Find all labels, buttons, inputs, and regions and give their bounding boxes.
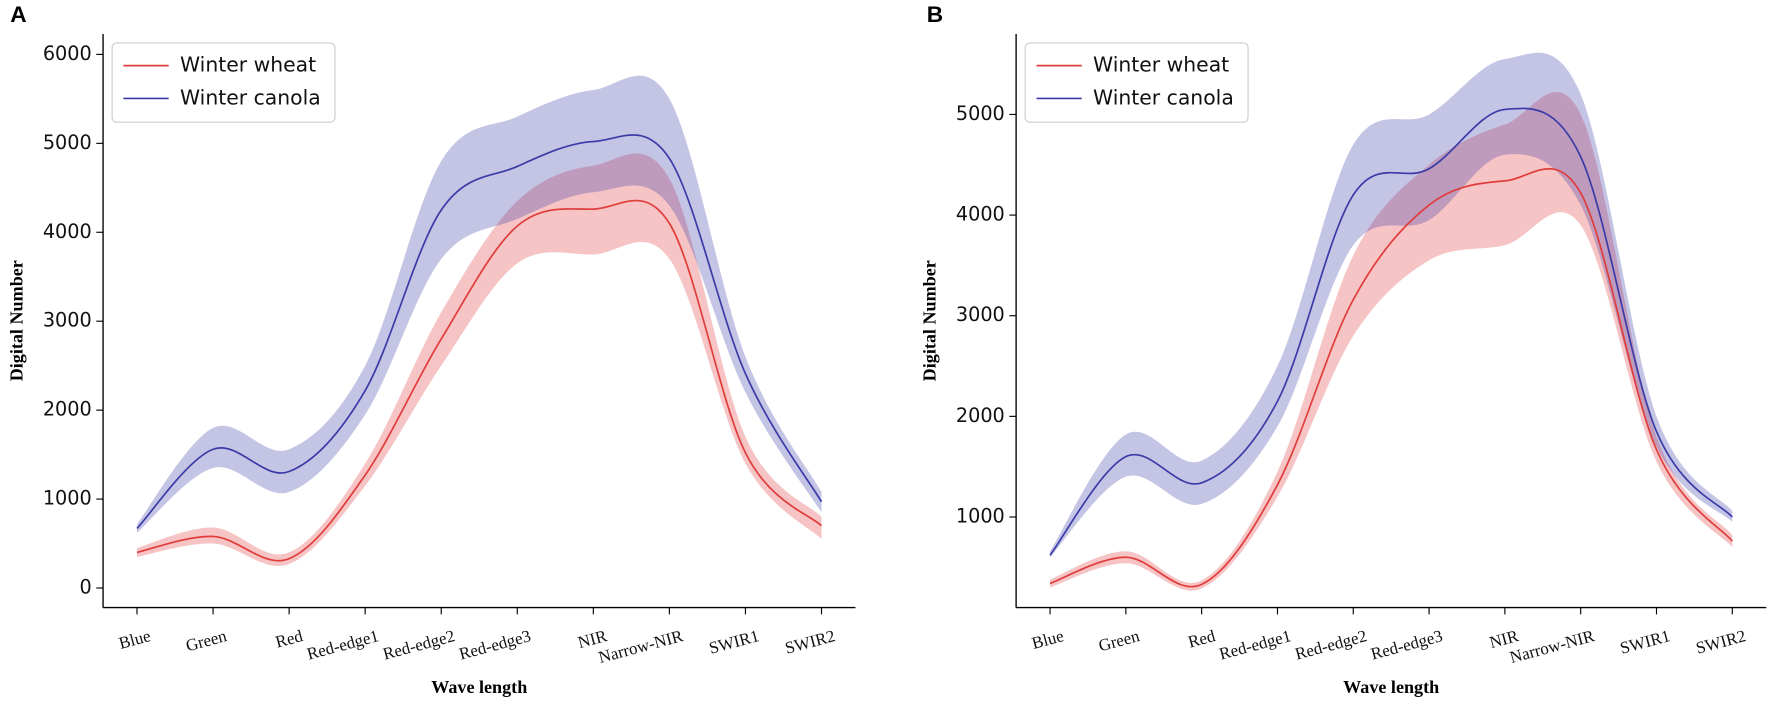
x-tick-label: Narrow-NIR xyxy=(1508,626,1597,667)
y-tick-label: 4000 xyxy=(956,203,1005,226)
x-tick-label: Green xyxy=(184,626,229,655)
y-tick-label: 4000 xyxy=(43,220,92,243)
y-tick-label: 3000 xyxy=(956,303,1005,326)
legend-label: Winter wheat xyxy=(1093,53,1229,77)
x-tick-label: Red-edge2 xyxy=(1293,626,1369,663)
x-tick-label: Red-edge2 xyxy=(381,626,457,663)
y-tick-label: 1000 xyxy=(43,487,92,510)
line xyxy=(1049,168,1733,588)
y-tick-label: 6000 xyxy=(43,42,92,65)
legend-box xyxy=(1024,42,1249,123)
x-tick-label: Blue xyxy=(117,626,153,653)
x-tick-label: SWIR1 xyxy=(707,626,761,658)
x-tick-label: Blue xyxy=(1030,626,1066,653)
x-tick-label: Red xyxy=(1186,626,1218,652)
x-tick-label: Red xyxy=(273,626,305,652)
x-tick-label: Red-edge1 xyxy=(305,626,381,663)
x-tick-label: Red-edge3 xyxy=(1369,626,1445,663)
legend-box xyxy=(111,42,336,123)
x-axis-label: Wave length xyxy=(431,677,527,697)
legend-label: Winter canola xyxy=(180,85,321,109)
y-tick-label: 3000 xyxy=(43,309,92,332)
x-tick-label: Green xyxy=(1097,626,1142,655)
panel-label: A xyxy=(10,2,26,27)
y-axis-label: Digital Number xyxy=(6,260,26,381)
y-tick-label: 5000 xyxy=(956,102,1005,125)
y-tick-label: 5000 xyxy=(43,131,92,154)
band xyxy=(1050,52,1733,558)
line xyxy=(1049,107,1733,556)
x-axis-label: Wave length xyxy=(1343,677,1439,697)
x-tick-label: SWIR2 xyxy=(783,626,837,658)
y-tick-label: 2000 xyxy=(956,404,1005,427)
band xyxy=(137,75,822,533)
line xyxy=(136,199,823,562)
panel-label: B xyxy=(927,2,943,27)
legend-label: Winter wheat xyxy=(180,53,316,77)
x-tick-label: Red-edge1 xyxy=(1217,626,1293,663)
x-tick-label: Red-edge3 xyxy=(457,626,533,663)
y-tick-label: 1000 xyxy=(956,504,1005,527)
x-tick-label: SWIR2 xyxy=(1694,626,1748,658)
y-tick-label: 0 xyxy=(80,576,92,599)
legend-label: Winter canola xyxy=(1093,85,1234,109)
y-tick-label: 2000 xyxy=(43,398,92,421)
line xyxy=(136,134,823,530)
x-tick-label: Narrow-NIR xyxy=(596,626,685,667)
y-axis-label: Digital Number xyxy=(919,260,939,381)
x-tick-label: SWIR1 xyxy=(1618,626,1672,658)
